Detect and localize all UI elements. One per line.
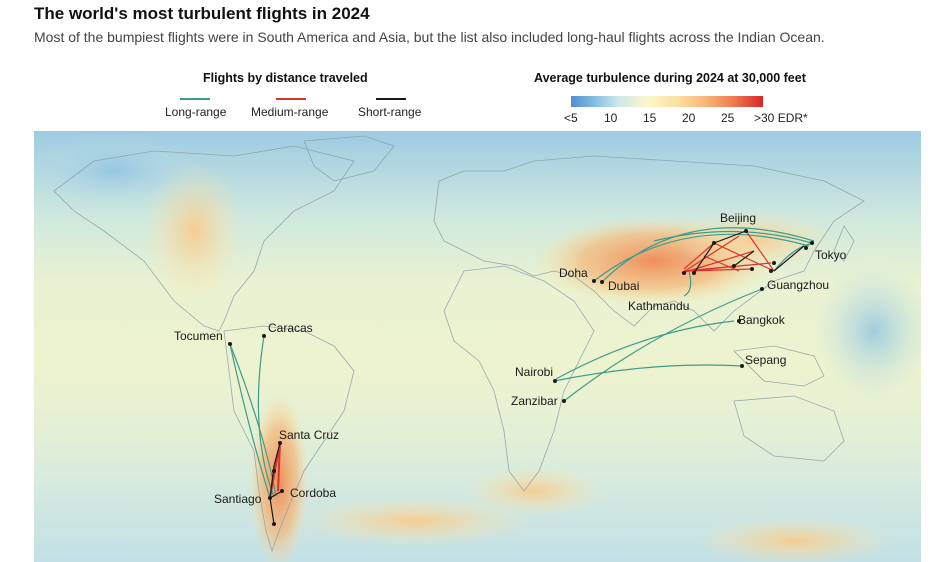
route-santiago-cordoba [269,490,283,499]
south-chile-dot [272,522,276,526]
scale-tick: 10 [604,111,618,125]
route-medium-6 [693,265,735,272]
cordoba-dot [280,489,284,493]
sepang-dot [740,364,744,368]
route-beijing-tokyo [653,230,813,244]
route-dubai-tokyo [601,227,815,283]
kathmandu-dot [682,271,686,275]
route-short-3 [773,245,805,272]
city-label-beijing: Beijing [720,211,756,225]
osaka-dot [804,246,808,250]
medium-range-swatch [276,98,306,100]
route-medium-8 [745,230,775,272]
south-pacific-turbulence-patch [694,516,894,562]
route-zanzibar-guangzhou [563,288,763,402]
route-doha-tokyo [593,233,810,282]
city-labels: Beijing Tokyo Doha Dubai Guangzhou Kathm… [174,211,847,506]
flight-routes [229,227,815,525]
arctic-cool-patch [34,131,204,211]
page-subtitle: Most of the bumpiest flights were in Sou… [34,29,825,45]
doha-dot [592,279,596,283]
turbulence-color-scale [571,96,763,107]
world-map: Beijing Tokyo Doha Dubai Guangzhou Kathm… [34,131,921,562]
scale-tick: >30 EDR* [754,111,808,125]
city-label-guangzhou: Guangzhou [767,278,829,292]
tocumen-dot [228,342,232,346]
short-range-swatch [376,98,406,100]
city-label-tocumen: Tocumen [174,329,223,343]
page-title: The world's most turbulent flights in 20… [34,4,370,23]
route-medium-5 [683,242,715,270]
changsha-dot [769,269,773,273]
nairobi-dot [553,379,557,383]
lanzhou-dot [712,241,716,245]
route-santacruz-south [273,442,281,467]
santiago-dot [268,496,272,500]
route-medium-9 [703,255,740,272]
pacific-cool-patch [814,261,921,401]
tokyo-dot [810,241,814,245]
route-short-4 [733,250,755,267]
city-label-zanzibar: Zanzibar [511,394,558,408]
country-borders [53,135,865,553]
route-medium-7 [713,242,775,272]
zanzibar-dot [562,399,566,403]
scale-tick: 15 [643,111,657,125]
chongqing-dot [750,267,754,271]
city-label-sepang: Sepang [745,353,786,367]
beijing-dot [744,229,748,233]
route-santiago-south [269,497,275,525]
city-label-nairobi: Nairobi [515,365,553,379]
route-short-2 [693,242,715,274]
city-label-doha: Doha [559,266,588,280]
route-nairobi-sepang [553,364,743,382]
route-nairobi-bangkok [555,320,735,380]
route-short-1 [713,230,747,244]
chengdu-dot [732,264,736,268]
city-label-cordoba: Cordoba [290,486,336,500]
city-label-bangkok: Bangkok [738,313,786,327]
long-range-swatch [180,98,210,100]
south-atlantic-turbulence-patch [294,496,534,546]
route-kathmandu-link [683,270,692,297]
route-santacruz-cordoba [277,442,281,492]
city-label-kathmandu: Kathmandu [628,299,689,313]
city-label-dubai: Dubai [608,279,639,293]
guangzhou-dot [760,287,764,291]
city-label-tokyo: Tokyo [815,248,847,262]
route-caracas-santiago [257,335,275,498]
dubai-dot [600,280,604,284]
city-label-caracas: Caracas [268,321,313,335]
route-tocumen-santiago [229,343,271,499]
scale-tick: 20 [682,111,696,125]
wuhan-dot [772,261,776,265]
bangkok-dot [737,319,741,323]
long-range-label: Long-range [165,105,227,119]
south-africa-turbulence-patch [464,466,604,516]
city-label-santa-cruz: Santa Cruz [279,428,339,442]
north-argentina-dot [272,469,276,473]
short-range-label: Short-range [358,105,422,119]
lhasa-dot [692,271,696,275]
turbulence-legend-title: Average turbulence during 2024 at 30,000… [534,71,806,85]
caracas-dot [262,334,266,338]
city-label-santiago: Santiago [214,492,262,506]
city-markers [228,229,814,526]
santa-cruz-dot [278,441,282,445]
route-legend-title: Flights by distance traveled [203,71,368,85]
medium-range-label: Medium-range [251,105,329,119]
scale-tick: 25 [721,111,735,125]
east-asia-turbulence-patch [674,211,834,271]
route-medium-1 [681,235,740,274]
scale-tick: <5 [564,111,578,125]
